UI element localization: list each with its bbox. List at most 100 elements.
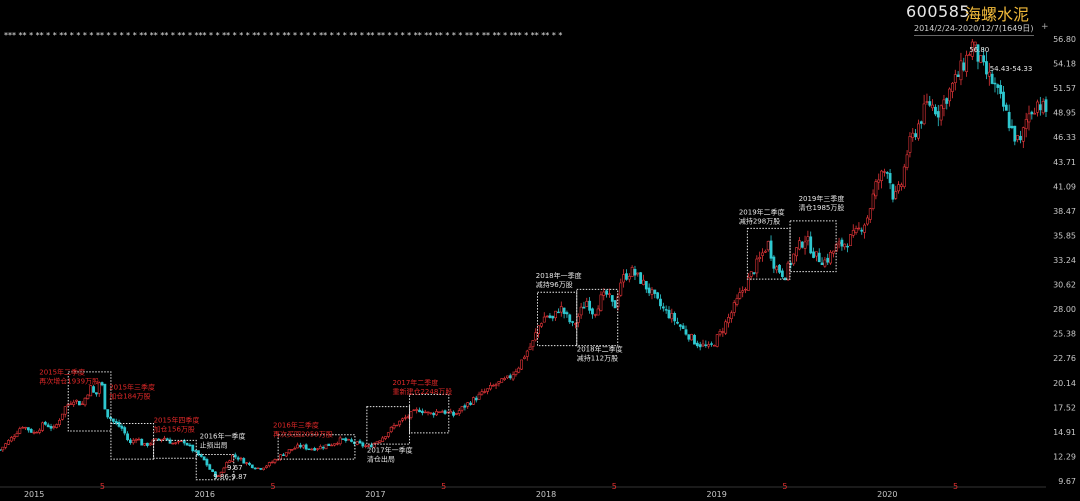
candle-body [741,290,745,293]
candle-body [103,383,107,410]
candle-body [313,448,317,451]
candle-body [466,402,470,407]
candle-body [432,412,436,416]
candle-body [659,298,662,307]
candle-body [999,85,1003,94]
candle-body [616,296,620,308]
candle-body [126,433,129,441]
candle-body [449,411,453,414]
candle-body [83,397,87,406]
candle-body [582,306,586,309]
candle-body [32,432,36,434]
candle-body [508,375,512,379]
candle-body [676,321,679,324]
candle-body [1007,112,1011,129]
candle-body [26,427,30,431]
candle-body [911,132,915,138]
candle-body [1041,101,1045,114]
candle-body [381,437,385,442]
candle-body [970,41,974,57]
annotation-label: 2016年一季度 [200,432,246,441]
candle-body [372,442,376,448]
candle-body [1016,135,1020,140]
candle-body [823,259,827,267]
candle-body [287,449,291,454]
candle-body [128,439,132,443]
add-icon[interactable]: + [1041,22,1049,32]
candle-body [460,406,464,411]
candle-body [792,253,796,265]
candle-body [188,444,192,447]
candle-body [525,350,529,357]
candle-body [41,422,44,431]
candle-body [197,450,200,456]
candle-body [100,382,104,386]
candle-body [214,471,217,477]
candle-body [746,277,750,291]
candle-body [134,438,138,441]
candle-body [168,439,172,444]
candle-body [936,111,940,118]
candle-body [704,344,708,346]
candle-body [1038,104,1042,111]
candle-body [58,419,61,425]
candle-body [194,450,197,452]
annotation-box [277,434,356,460]
candle-body [795,247,798,257]
candle-body [922,103,926,125]
candle-body [29,429,33,433]
candle-body [888,173,892,184]
candle-body [817,252,821,263]
candle-body [429,412,433,414]
candle-body [951,82,954,92]
candle-body [324,444,328,450]
candle-body [180,440,183,442]
candle-body [7,440,10,445]
price-label: 9.86-9.87 [213,473,247,481]
candle-body [282,454,285,456]
candle-body [752,272,756,274]
candle-body [639,272,643,284]
candle-body [454,413,458,415]
annotation-label: 2015年二季度 [39,368,85,377]
candle-body [185,442,189,446]
candle-body [1002,91,1005,107]
price-label: 56.80 [969,46,989,54]
candle-body [18,428,22,434]
candle-body [338,437,342,445]
candle-body [732,302,736,313]
annotation-label: 加仓184万股 [109,392,150,401]
candle-body [789,263,793,265]
candle-body [761,252,764,256]
candle-body [735,298,739,305]
candle-body [171,442,175,445]
candle-body [987,71,991,77]
candle-body [542,316,546,323]
candle-body [571,321,575,323]
candle-body [769,240,773,259]
candle-body [406,416,410,418]
annotation-label: 减持96万股 [536,280,573,289]
candle-body [392,425,396,429]
candle-body [97,382,101,394]
candle-body [636,272,640,275]
candle-body [695,342,699,347]
candle-body [420,410,424,414]
candle-body [352,441,356,444]
candle-body [800,241,804,248]
candle-body [738,292,742,299]
annotation-box [789,220,837,273]
candle-body [503,378,506,381]
quarter-marker: 5 [953,482,958,491]
candle-body [491,385,495,387]
candle-body [919,121,923,124]
candle-body [846,245,849,248]
candle-body [35,431,39,434]
candle-body [576,315,580,323]
candle-body [483,391,487,393]
y-tick-label: 43.71 [1053,158,1076,167]
candle-body [1019,135,1022,141]
annotation-box [576,288,619,347]
y-tick-label: 22.76 [1053,354,1076,363]
candle-body [630,267,634,277]
